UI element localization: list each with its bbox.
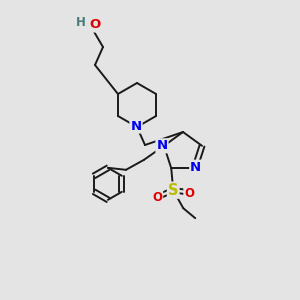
Text: S: S (168, 183, 178, 198)
Text: N: N (190, 161, 201, 174)
Text: N: N (156, 139, 167, 152)
Text: H: H (76, 16, 86, 28)
Text: O: O (89, 19, 100, 32)
Text: N: N (130, 119, 142, 133)
Text: O: O (152, 191, 162, 204)
Text: O: O (184, 187, 194, 200)
